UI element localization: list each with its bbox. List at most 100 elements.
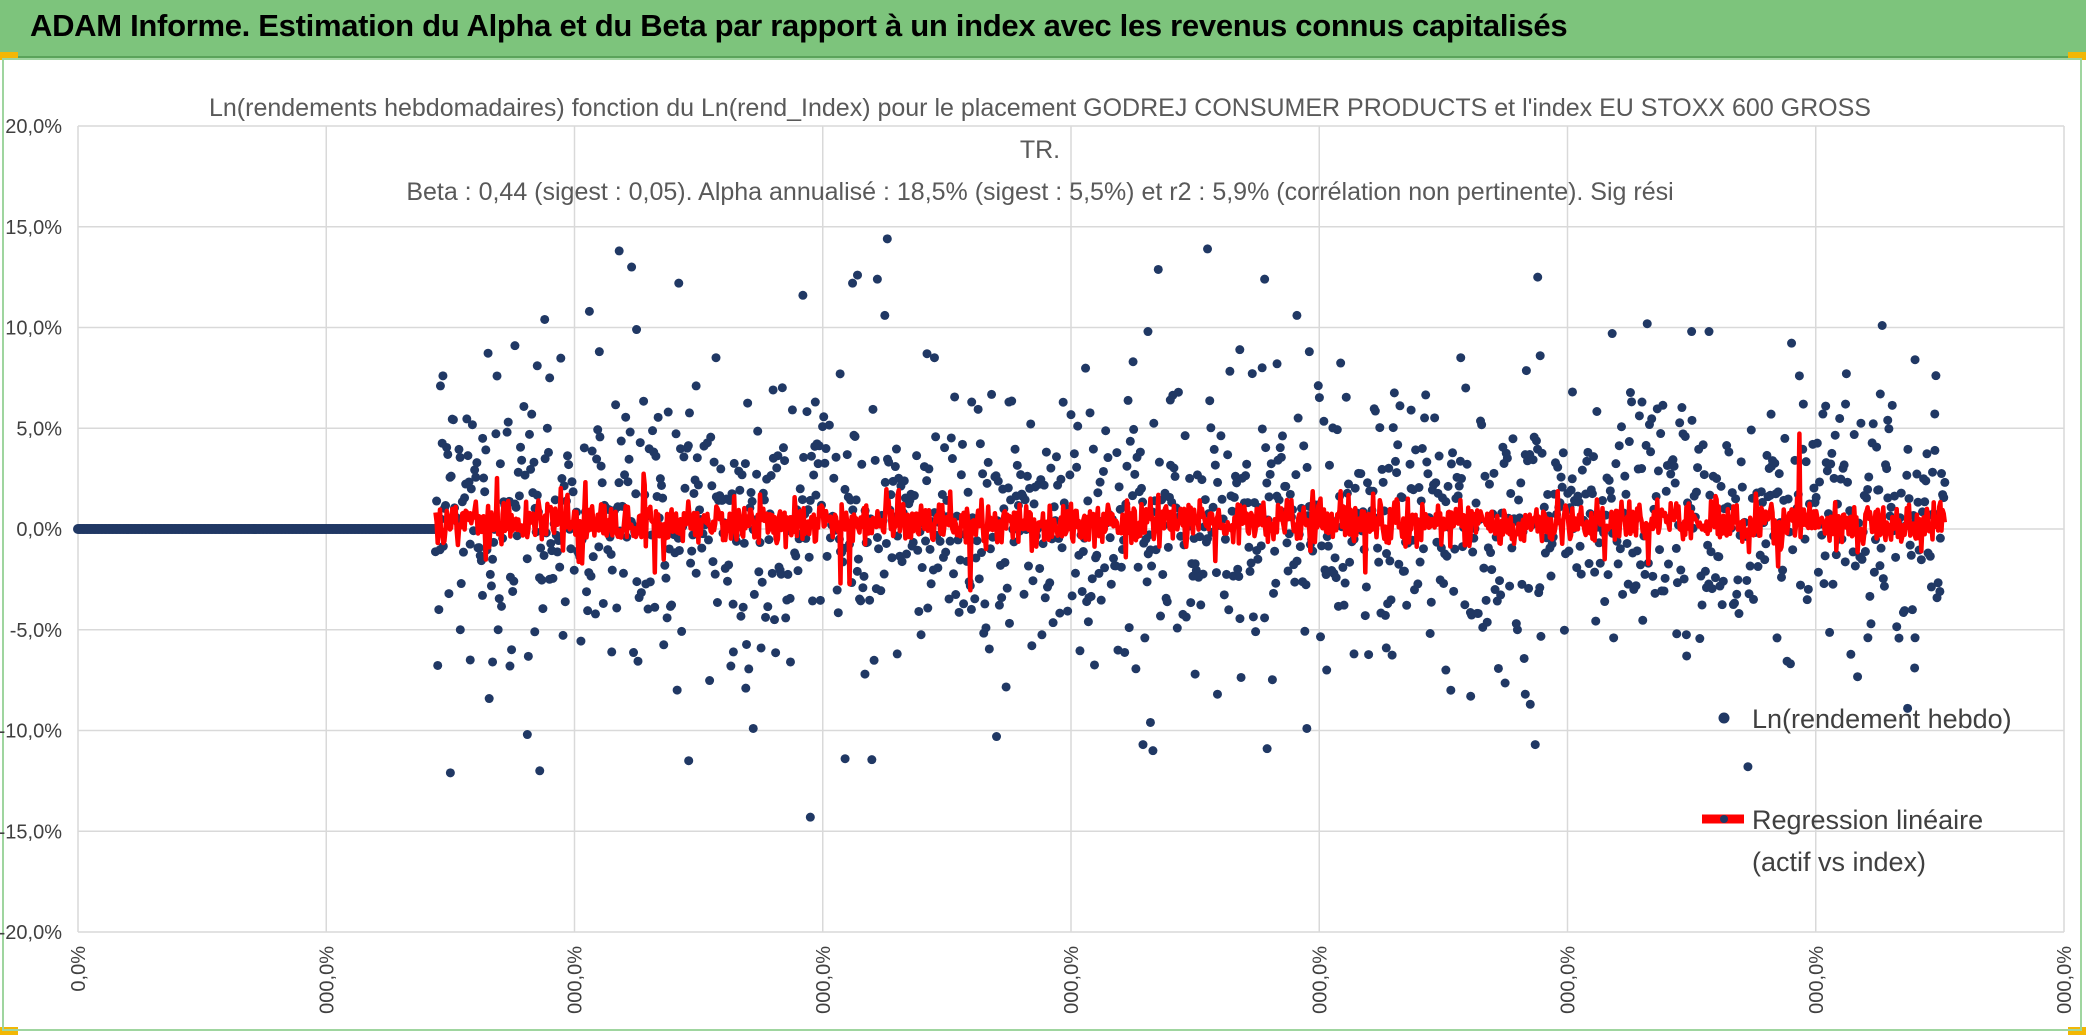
scatter-point [1620,471,1630,481]
scatter-point [1693,463,1703,473]
scatter-point [1058,397,1068,407]
scatter-point [1894,633,1904,643]
scatter-point [1661,486,1671,496]
scatter-point [1120,647,1130,657]
scatter-point [1537,448,1547,458]
scatter-point [1265,469,1275,479]
scatter-point [1143,327,1153,337]
scatter-point [587,446,597,456]
scatter-point [697,543,707,553]
scatter-point [1205,396,1215,406]
scatter-point [1904,494,1914,504]
scatter-point [618,568,628,578]
scatter-point [1421,390,1431,400]
scatter-point [1521,366,1531,376]
scatter-point [1089,660,1099,670]
scatter-point [1096,595,1106,605]
scatter-point [1219,590,1229,600]
scatter-point [1539,502,1549,512]
scatter-point [493,625,503,635]
scatter-point [1290,577,1300,587]
scatter-point [909,491,919,501]
scatter-point [1543,489,1553,499]
scatter-point [1820,551,1830,561]
scatter-point [1340,578,1350,588]
corner-marker-bottom-right [2068,1027,2086,1035]
scatter-point [1841,399,1851,409]
scatter-point [1417,444,1427,454]
scatter-point [532,490,542,500]
scatter-point [1163,542,1173,552]
scatter-point [1903,703,1913,713]
scatter-point [671,429,681,439]
scatter-point [728,599,738,609]
scatter-point [592,454,602,464]
scatter-point [723,576,733,586]
scatter-point [1431,478,1441,488]
scatter-point [1045,578,1055,588]
scatter-point [1821,401,1831,411]
scatter-point [432,496,442,506]
scatter-point [1659,586,1669,596]
scatter-point [662,613,672,623]
scatter-point [1875,389,1885,399]
scatter-point [1073,421,1083,431]
scatter-point [443,449,453,459]
scatter-point [1399,566,1409,576]
scatter-point [1653,466,1663,476]
scatter-point [1842,477,1852,487]
scatter-point [804,552,814,562]
scatter-point [1039,480,1049,490]
scatter-point [769,615,779,625]
scatter-point [879,569,889,579]
scatter-point [1641,440,1651,450]
scatter-point [880,310,890,320]
scatter-point [1257,424,1267,434]
scatter-point [611,400,621,410]
scatter-point [783,569,793,579]
scatter-point [1634,411,1644,421]
scatter-point [1295,542,1305,552]
scatter-point [1656,429,1666,439]
scatter-point [897,557,907,567]
scatter-point [1905,540,1915,550]
scatter-point [1525,699,1535,709]
scatter-point [1122,461,1132,471]
scatter-point [970,594,980,604]
scatter-point [481,445,491,455]
scatter-point [1495,576,1505,586]
scatter-point [822,551,832,561]
scatter-point [853,270,863,280]
scatter-point [545,373,555,383]
scatter-point [1300,626,1310,636]
scatter-point [949,569,959,579]
scatter-point [1063,606,1073,616]
scatter-point [1345,557,1355,567]
scatter-point [1154,457,1164,467]
scatter-point [438,371,448,381]
scatter-point [1774,469,1784,479]
y-tick-label: 20,0% [5,116,62,138]
scatter-point [777,383,787,393]
scatter-point [1048,618,1058,628]
scatter-point [1223,450,1233,460]
scatter-point [1486,548,1496,558]
scatter-point [1783,494,1793,504]
scatter-point [586,571,596,581]
scatter-point [1900,606,1910,616]
scatter-point [922,476,932,486]
scatter-point [636,588,646,598]
x-tick-label: 0,0% [68,946,90,992]
scatter-point [1070,568,1080,578]
scatter-point [982,478,992,488]
scatter-point [1930,409,1940,419]
scatter-point [1717,600,1727,610]
scatter-point [1448,448,1458,458]
scatter-point [1330,553,1340,563]
x-tick-label: 000,0% [1309,946,1331,1014]
scatter-point [851,495,861,505]
scatter-point [1935,533,1945,543]
scatter-point [687,546,697,556]
scatter-point [754,567,764,577]
scatter-point [540,314,550,324]
